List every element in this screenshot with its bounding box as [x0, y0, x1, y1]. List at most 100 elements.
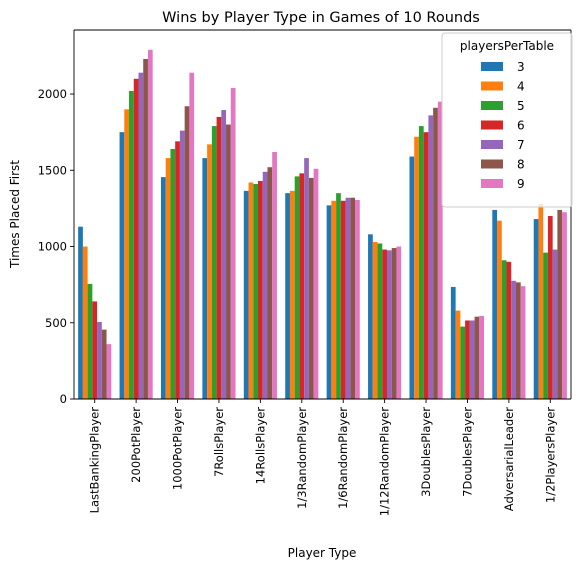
bar [179, 130, 185, 400]
bar [106, 344, 112, 399]
bar [165, 158, 171, 399]
axes-layer: 0 500 1000 1500 2000 LastBankingPlayer 200PotP… [38, 29, 572, 516]
bar [289, 190, 295, 399]
bar [350, 197, 356, 399]
bar [455, 310, 461, 399]
bar [372, 241, 378, 399]
legend-swatch [481, 179, 503, 188]
bar [465, 320, 470, 399]
bar [211, 126, 217, 399]
bar [474, 316, 480, 399]
x-tick-label: 7DoublesPlayer [460, 407, 474, 497]
bar [433, 107, 438, 399]
bar [133, 78, 139, 399]
bar [147, 49, 153, 399]
bar [418, 126, 424, 399]
bar [368, 234, 373, 399]
bar [543, 252, 548, 399]
bar [308, 177, 314, 399]
x-axis-title: Player Type [288, 546, 357, 560]
bar [497, 220, 502, 399]
legend-swatch [481, 62, 503, 71]
bar [207, 144, 212, 399]
bar [382, 249, 387, 399]
bar [511, 280, 516, 399]
bar [216, 116, 222, 400]
bar [248, 182, 254, 399]
bar [82, 246, 88, 399]
bar [377, 243, 383, 399]
y-tick-label: 2000 [38, 87, 67, 101]
bar [294, 176, 300, 399]
bar [87, 283, 93, 399]
x-tick-label: 1/12RandomPlayer [378, 407, 392, 516]
bar [340, 200, 346, 399]
legend-label: 8 [517, 158, 525, 172]
bar [143, 58, 148, 400]
y-tick-label: 1500 [38, 163, 67, 177]
x-tick-label: 3DoublesPlayer [419, 407, 433, 497]
bar [243, 190, 249, 399]
x-tick-label: 14RollsPlayer [253, 407, 267, 485]
y-tick-label: 500 [45, 316, 67, 330]
bar [253, 184, 259, 399]
bar [119, 132, 125, 399]
bar [97, 321, 102, 399]
bar [299, 173, 305, 399]
bar [506, 261, 512, 399]
y-tick-label: 0 [60, 392, 67, 406]
bar [552, 249, 558, 399]
bar [129, 90, 134, 400]
legend-swatch [481, 159, 503, 169]
bar [520, 286, 526, 399]
bar [78, 226, 83, 399]
bar [557, 209, 563, 399]
bar [501, 260, 507, 399]
bar [92, 301, 98, 399]
x-tick-label: LastBankingPlayer [88, 407, 102, 514]
legend-label: 7 [517, 138, 525, 152]
legend-swatch [481, 81, 503, 91]
legend-items: 3 4 5 6 7 8 9 [481, 60, 525, 191]
bar [313, 168, 319, 399]
bar [428, 115, 434, 399]
legend-label: 9 [517, 177, 525, 191]
legend-swatch [481, 120, 503, 130]
bar [547, 216, 553, 399]
bar [469, 320, 475, 399]
chart-title: Wins by Player Type in Games of 10 Round… [162, 10, 480, 26]
bar [460, 326, 466, 399]
bars-layer [78, 49, 567, 400]
bar [336, 193, 341, 399]
bar [326, 205, 332, 399]
bar [355, 200, 360, 399]
bar [437, 101, 443, 400]
bar [170, 148, 176, 399]
legend-label: 5 [517, 99, 525, 113]
legend-label: 4 [517, 80, 525, 94]
bar [345, 197, 351, 399]
bar [124, 109, 130, 400]
y-axis-title: Times Placed First [8, 160, 22, 269]
x-tick-label: AdversarialLeader [502, 407, 516, 511]
bar [258, 180, 263, 399]
legend-label: 6 [517, 119, 525, 133]
bar [262, 171, 268, 399]
bar [226, 124, 231, 399]
bar [533, 219, 539, 399]
bar [562, 212, 567, 399]
bar [230, 87, 236, 400]
x-tick-label: 200PotPlayer [129, 407, 143, 483]
bar [285, 193, 290, 399]
legend-swatch [481, 140, 503, 149]
bar [515, 282, 521, 399]
legend-frame [441, 32, 573, 208]
x-tick-label: 1000PotPlayer [171, 407, 185, 490]
x-tick-label: 1/3RandomPlayer [295, 407, 309, 509]
bar [267, 167, 273, 399]
bar [409, 156, 415, 399]
bar [304, 158, 309, 399]
bar [175, 141, 180, 399]
y-tick-label: 1000 [38, 240, 67, 254]
